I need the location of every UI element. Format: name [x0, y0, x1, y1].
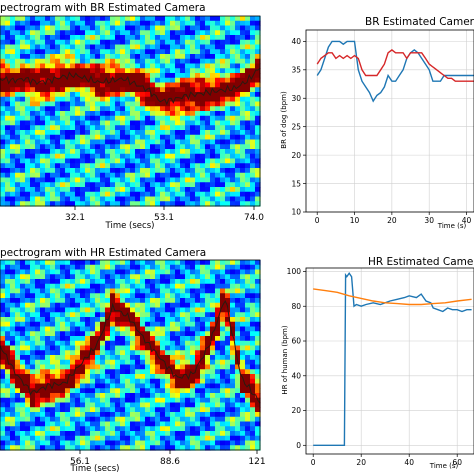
- x-tick-label: 30: [424, 216, 434, 225]
- br-spectrogram-xlabel: Time (secs): [105, 221, 155, 231]
- y-tick-label: 0: [296, 441, 301, 450]
- series-line-0: [316, 40, 474, 103]
- hr-spectrogram-xlabel: Time (secs): [70, 464, 120, 474]
- ridge-trace-line: [0, 67, 261, 106]
- hr-spectrogram-panel: pectrogram with HR Estimated Camera 56.1…: [0, 247, 266, 474]
- y-tick-label: 20: [291, 151, 301, 160]
- hr-timeseries-ylabel: HR of human (bpm): [281, 325, 289, 394]
- y-tick-label: 10: [291, 208, 301, 217]
- br-timeseries-ylabel: BR of dog (bpm): [280, 91, 288, 149]
- y-tick-label: 20: [291, 406, 301, 415]
- hr-timeseries-title: HR Estimated Camera and: [368, 256, 474, 268]
- br-spectrogram-title: pectrogram with BR Estimated Camera: [0, 2, 206, 14]
- plot-frame: [305, 29, 474, 213]
- ridge-trace-line: [0, 300, 261, 404]
- x-tick-label: 56.1: [70, 457, 90, 467]
- x-tick-label: 53.1: [154, 213, 174, 223]
- y-tick-label: 40: [291, 37, 301, 46]
- y-tick-label: 35: [291, 66, 301, 75]
- plot-background: [306, 268, 474, 454]
- hr-timeseries-panel: HR Estimated Camera and 0 20 40 60 0 20 40 60 80…: [281, 256, 474, 470]
- x-tick-label: 20: [356, 458, 366, 467]
- br-timeseries-title: BR Estimated Camera and: [365, 16, 474, 28]
- hr-spectrogram-title: pectrogram with HR Estimated Camera: [0, 247, 206, 259]
- x-tick-label: 0: [315, 216, 320, 225]
- x-tick-label: 32.1: [65, 213, 85, 223]
- hr-timeseries-xlabel: Time (s): [429, 462, 459, 470]
- br-timeseries-panel: BR Estimated Camera and 0 10 20 30 40 10 15 20 2…: [280, 16, 474, 230]
- y-tick-label: 25: [291, 122, 301, 131]
- y-tick-label: 60: [291, 337, 301, 346]
- x-tick-label: 60: [452, 458, 462, 467]
- spectrogram-frame: [0, 259, 261, 451]
- plot-frame: [305, 267, 474, 455]
- series-line-1: [316, 49, 474, 82]
- x-tick-label: 40: [404, 458, 414, 467]
- x-tick-label: 74.0: [244, 213, 264, 223]
- series-line-1: [313, 288, 472, 306]
- spectrogram-frame: [0, 15, 261, 207]
- br-timeseries-xlabel: Time (s): [437, 222, 467, 230]
- x-tick-label: 88.6: [160, 457, 180, 467]
- x-tick-label: 10: [350, 216, 360, 225]
- y-tick-label: 80: [291, 302, 301, 311]
- x-tick-label: 0: [311, 458, 316, 467]
- br-spectrogram-panel: pectrogram with BR Estimated Camera 32.1…: [0, 2, 264, 231]
- y-tick-label: 40: [291, 371, 301, 380]
- plot-background: [306, 30, 474, 212]
- series-line-0: [313, 271, 472, 446]
- y-tick-label: 30: [291, 94, 301, 103]
- y-tick-label: 100: [287, 267, 302, 276]
- x-tick-label: 121: [248, 457, 265, 467]
- x-tick-label: 40: [462, 216, 472, 225]
- x-tick-label: 20: [387, 216, 397, 225]
- y-tick-label: 15: [291, 179, 301, 188]
